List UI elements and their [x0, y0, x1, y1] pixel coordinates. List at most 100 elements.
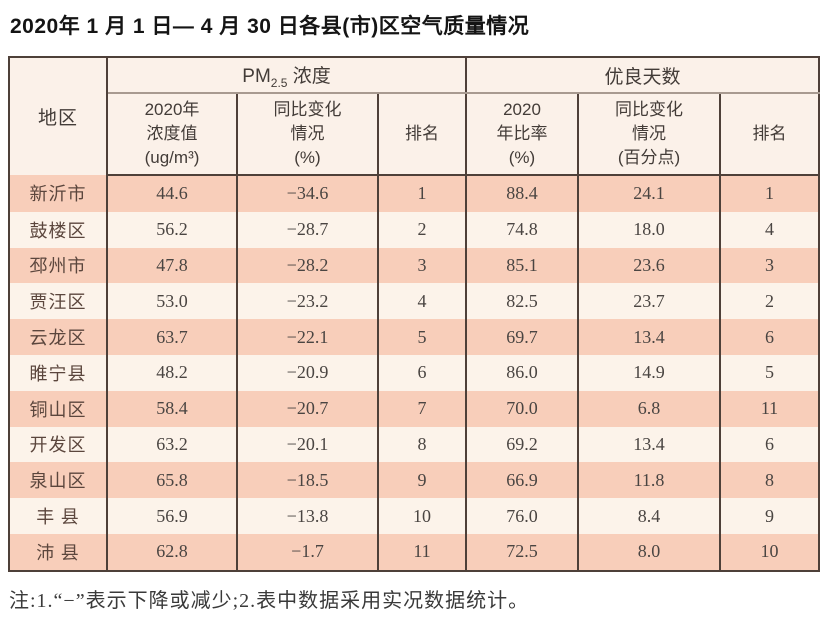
table-row: 铜山区 58.4 −20.7 7 70.0 6.8 11 — [8, 390, 821, 427]
pm25-change-cell: −18.5 — [236, 462, 379, 499]
good-days-rank-cell: 5 — [718, 354, 821, 391]
good-days-rate-cell: 88.4 — [465, 175, 579, 212]
good-days-rank-cell: 9 — [718, 498, 821, 534]
good-days-rank-cell: 6 — [718, 426, 821, 463]
pm25-value-cell: 44.6 — [106, 175, 238, 212]
pm25-value-cell: 63.7 — [106, 319, 238, 355]
region-cell: 新沂市 — [8, 175, 108, 212]
table-row: 沛 县 62.8 −1.7 11 72.5 8.0 10 — [8, 533, 821, 571]
good-days-change-cell: 23.7 — [577, 283, 721, 320]
table-body: 新沂市 44.6 −34.6 1 88.4 24.1 1 鼓楼区 56.2 −28.7 2 74.8 1… — [8, 175, 821, 571]
pm25-value-cell: 58.4 — [106, 390, 238, 427]
good-days-change-cell: 24.1 — [577, 175, 721, 212]
region-cell: 邳州市 — [8, 247, 108, 284]
pm25-value-cell: 65.8 — [106, 462, 238, 499]
good-days-rate-cell: 85.1 — [465, 247, 579, 284]
good-days-rank-cell: 10 — [718, 533, 821, 571]
pm25-rank-cell: 1 — [377, 175, 467, 212]
region-cell: 鼓楼区 — [8, 211, 108, 248]
good-days-rate-header: 2020 年比率 (%) — [465, 93, 579, 176]
region-cell: 沛 县 — [8, 533, 108, 571]
air-quality-table: 地区 PM2.5 浓度 优良天数 2020年 浓度值 (ug/m³) 同比变化 … — [8, 56, 821, 572]
pm25-change-cell: −28.7 — [236, 211, 379, 248]
good-days-rank-cell: 11 — [718, 390, 821, 427]
region-cell: 泉山区 — [8, 462, 108, 499]
pm25-rank-cell: 4 — [377, 283, 467, 320]
good-days-rate-cell: 69.7 — [465, 319, 579, 355]
good-days-change-cell: 23.6 — [577, 247, 721, 284]
pm25-value-cell: 63.2 — [106, 426, 238, 463]
pm25-rank-cell: 7 — [377, 390, 467, 427]
good-days-rank-cell: 4 — [718, 211, 821, 248]
pm25-change-cell: −34.6 — [236, 175, 379, 212]
pm25-label-subscript: 2.5 — [270, 75, 288, 90]
table-row: 睢宁县 48.2 −20.9 6 86.0 14.9 5 — [8, 354, 821, 391]
pm25-value-cell: 48.2 — [106, 354, 238, 391]
region-cell: 贾汪区 — [8, 283, 108, 320]
table-row: 丰 县 56.9 −13.8 10 76.0 8.4 9 — [8, 498, 821, 534]
pm25-change-cell: −13.8 — [236, 498, 379, 534]
pm25-change-cell: −1.7 — [236, 533, 379, 571]
good-days-rate-cell: 72.5 — [465, 533, 579, 571]
pm25-rank-cell: 6 — [377, 354, 467, 391]
table-row: 云龙区 63.7 −22.1 5 69.7 13.4 6 — [8, 319, 821, 355]
good-days-rank-cell: 6 — [718, 319, 821, 355]
pm25-change-cell: −23.2 — [236, 283, 379, 320]
good-days-change-header: 同比变化 情况 (百分点) — [577, 93, 721, 176]
table-row: 新沂市 44.6 −34.6 1 88.4 24.1 1 — [8, 175, 821, 212]
good-days-group-header: 优良天数 — [464, 57, 821, 94]
good-days-change-cell: 8.0 — [577, 533, 721, 571]
pm25-value-cell: 56.2 — [106, 211, 238, 248]
pm25-value-cell: 53.0 — [106, 283, 238, 320]
table-row: 开发区 63.2 −20.1 8 69.2 13.4 6 — [8, 426, 821, 463]
footnote: 注:1.“−”表示下降或减少;2.表中数据采用实况数据统计。 — [9, 589, 530, 612]
pm25-change-cell: −28.2 — [236, 247, 379, 284]
good-days-change-cell: 6.8 — [577, 390, 721, 427]
good-days-change-cell: 13.4 — [577, 319, 721, 355]
pm25-rank-cell: 3 — [377, 247, 467, 284]
pm25-rank-cell: 11 — [377, 533, 467, 571]
good-days-rank-cell: 1 — [718, 175, 821, 212]
pm25-value-cell: 47.8 — [106, 247, 238, 284]
pm25-change-cell: −20.7 — [236, 390, 379, 427]
pm25-rank-cell: 8 — [377, 426, 467, 463]
good-days-rank-cell: 8 — [718, 462, 821, 499]
group-header-row: 地区 PM2.5 浓度 优良天数 — [8, 57, 821, 175]
table-row: 鼓楼区 56.2 −28.7 2 74.8 18.0 4 — [8, 211, 821, 248]
table-row: 邳州市 47.8 −28.2 3 85.1 23.6 3 — [8, 247, 821, 284]
table-row: 泉山区 65.8 −18.5 9 66.9 11.8 8 — [8, 462, 821, 499]
region-cell: 开发区 — [8, 426, 108, 463]
pm25-change-cell: −22.1 — [236, 319, 379, 355]
region-cell: 睢宁县 — [8, 354, 108, 391]
good-days-rate-cell: 66.9 — [465, 462, 579, 499]
good-days-change-cell: 13.4 — [577, 426, 721, 463]
good-days-rate-cell: 86.0 — [465, 354, 579, 391]
pm25-value-header: 2020年 浓度值 (ug/m³) — [106, 93, 238, 176]
pm25-group-header: PM2.5 浓度 — [106, 57, 467, 94]
good-days-rank-cell: 3 — [718, 247, 821, 284]
pm25-rank-cell: 10 — [377, 498, 467, 534]
pm25-rank-cell: 9 — [377, 462, 467, 499]
good-days-rate-cell: 74.8 — [465, 211, 579, 248]
good-days-change-cell: 11.8 — [577, 462, 721, 499]
pm25-change-cell: −20.9 — [236, 354, 379, 391]
pm25-value-cell: 56.9 — [106, 498, 238, 534]
good-days-rank-header: 排名 — [718, 93, 821, 176]
good-days-change-cell: 14.9 — [577, 354, 721, 391]
table-header: 地区 PM2.5 浓度 优良天数 2020年 浓度值 (ug/m³) 同比变化 … — [8, 57, 821, 176]
pm25-label-prefix: PM — [242, 65, 271, 87]
sub-header-row: 2020年 浓度值 (ug/m³) 同比变化 情况 (%) 排名 2020 年比… — [9, 93, 821, 176]
pm25-rank-header: 排名 — [377, 93, 467, 176]
good-days-rate-cell: 82.5 — [465, 283, 579, 320]
good-days-rank-cell: 2 — [718, 283, 821, 320]
region-cell: 云龙区 — [8, 319, 108, 355]
pm25-rank-cell: 5 — [377, 319, 467, 355]
good-days-rate-cell: 70.0 — [465, 390, 579, 427]
good-days-change-cell: 18.0 — [577, 211, 721, 248]
pm25-change-header: 同比变化 情况 (%) — [236, 93, 379, 176]
pm25-label-suffix: 浓度 — [287, 65, 331, 87]
good-days-rate-cell: 76.0 — [465, 498, 579, 534]
good-days-rate-cell: 69.2 — [465, 426, 579, 463]
page-title: 2020年 1 月 1 日— 4 月 30 日各县(市)区空气质量情况 — [10, 15, 530, 38]
